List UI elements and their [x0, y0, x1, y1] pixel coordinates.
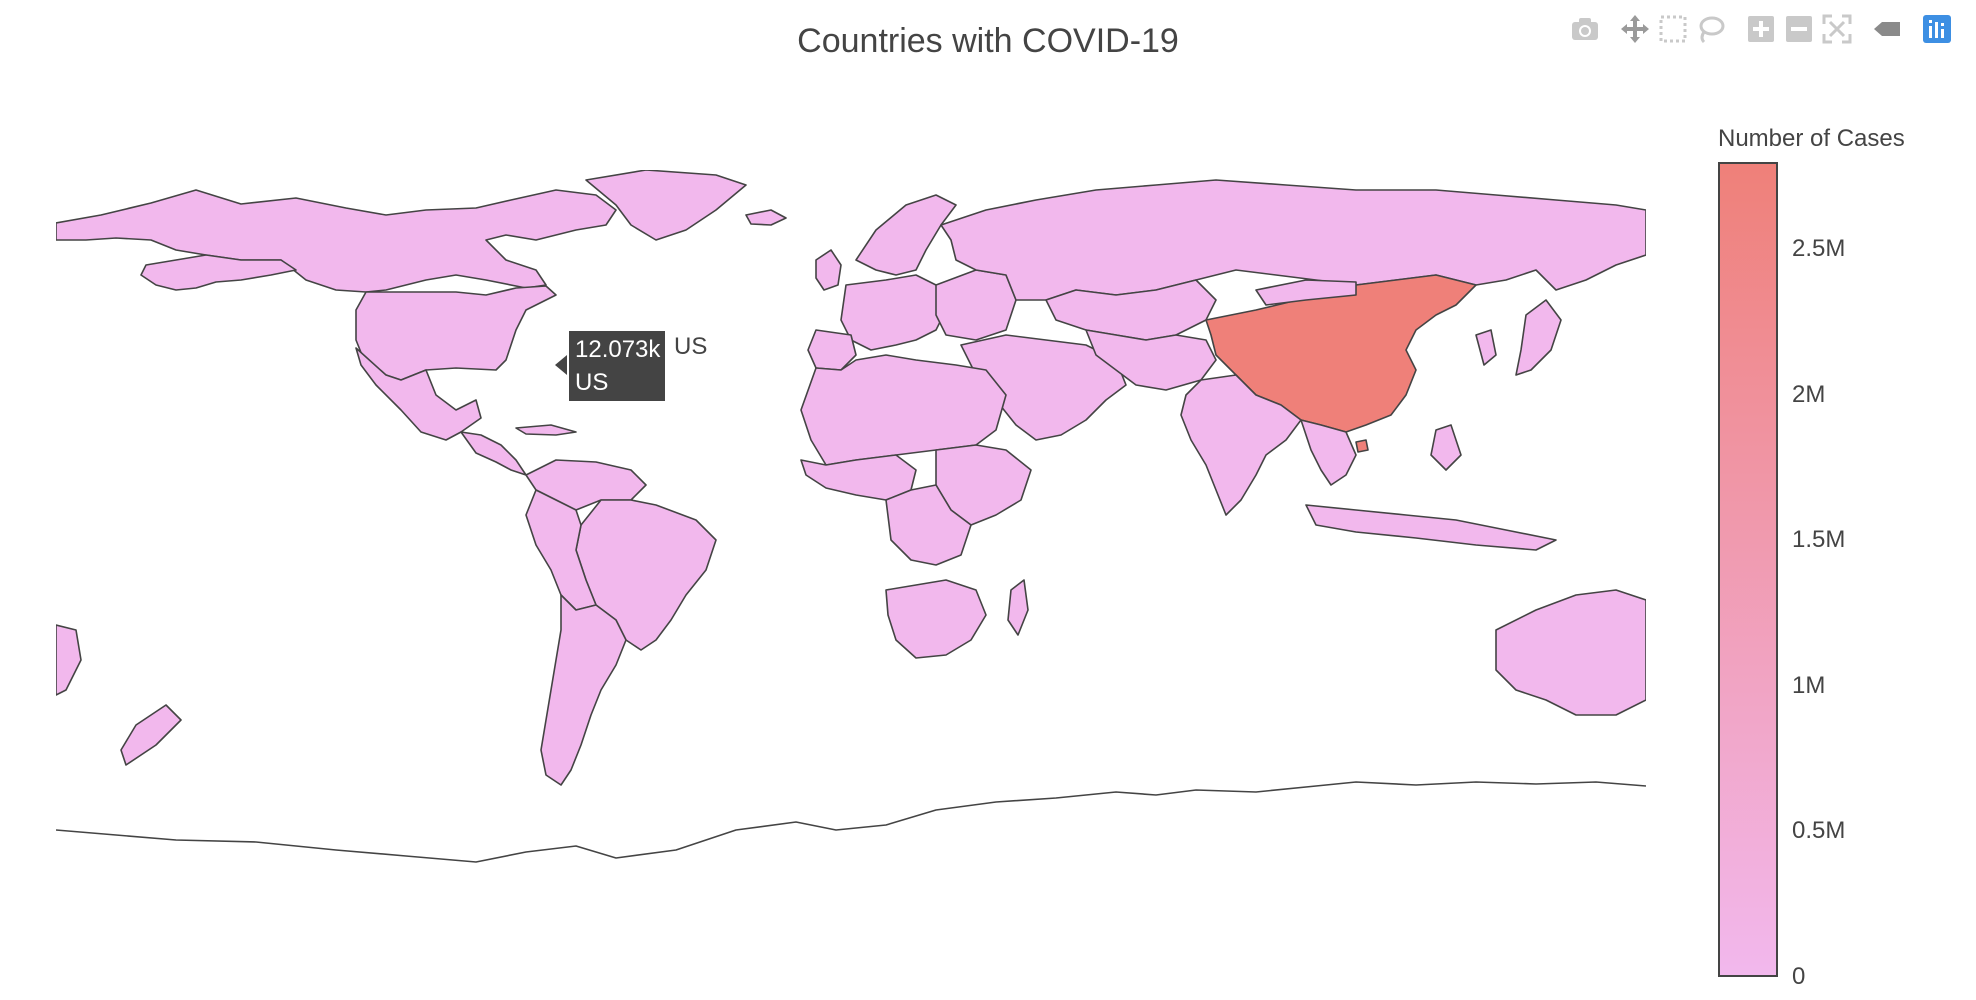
colorbar-tick-label: 0.5M	[1792, 817, 1846, 845]
country-west-africa[interactable]	[800, 454, 917, 501]
colorbar-tick-label: 1.5M	[1792, 526, 1846, 554]
country-southeast-asia[interactable]	[1300, 419, 1357, 486]
country-japan[interactable]	[1515, 299, 1562, 376]
country-australia[interactable]	[1495, 589, 1646, 716]
country-hainan[interactable]	[1355, 439, 1369, 453]
hover-value: 12.073k	[575, 336, 661, 363]
country-iran-afghanistan[interactable]	[1085, 329, 1217, 391]
zoom-in-icon[interactable]	[1744, 12, 1778, 46]
hover-label: 12.073k US	[567, 329, 667, 403]
hover-location: US	[575, 369, 609, 396]
country-cuba[interactable]	[515, 424, 577, 436]
country-argentina-chile[interactable]	[540, 594, 627, 786]
hover-closest-icon[interactable]	[1870, 12, 1904, 46]
antarctica-coastline	[56, 781, 1646, 863]
pan-icon[interactable]	[1618, 12, 1652, 46]
country-madagascar[interactable]	[1007, 579, 1029, 636]
map-svg	[56, 170, 1646, 863]
colorbar-tick-label: 2.5M	[1792, 235, 1846, 263]
hover-arrow	[555, 355, 567, 375]
country-mexico[interactable]	[355, 347, 482, 441]
country-north-africa[interactable]	[800, 354, 1007, 466]
country-canada[interactable]	[56, 189, 617, 293]
country-indonesia[interactable]	[1305, 504, 1557, 551]
country-scandinavia[interactable]	[855, 194, 957, 276]
camera-icon[interactable]	[1568, 12, 1602, 46]
country-new-zealand[interactable]	[120, 704, 182, 766]
lasso-select-icon[interactable]	[1694, 12, 1728, 46]
colorbar-tick-label: 2M	[1792, 380, 1826, 408]
colorbar-title: Number of Cases	[1718, 125, 1905, 152]
country-korea[interactable]	[1475, 329, 1497, 366]
country-eastern-europe[interactable]	[935, 269, 1017, 341]
modebar	[1568, 12, 1968, 46]
country-central-africa[interactable]	[885, 484, 972, 566]
country-fiji-west[interactable]	[56, 624, 82, 696]
box-select-icon[interactable]	[1656, 12, 1690, 46]
colorbar	[1718, 162, 1778, 977]
country-western-europe[interactable]	[840, 274, 947, 351]
zoom-out-icon[interactable]	[1782, 12, 1816, 46]
country-philippines[interactable]	[1430, 424, 1462, 471]
reset-view-icon[interactable]	[1820, 12, 1854, 46]
chart-title: Countries with COVID-19	[797, 22, 1179, 60]
plotly-logo-icon[interactable]	[1920, 12, 1954, 46]
hover-trace-name: US	[674, 333, 708, 360]
colorbar-tick-label: 1M	[1792, 671, 1826, 699]
country-southern-africa[interactable]	[885, 579, 987, 659]
colorbar-tick-label: 0	[1792, 963, 1806, 990]
country-iceland[interactable]	[745, 209, 787, 226]
world-map[interactable]	[56, 170, 1646, 950]
country-mongolia[interactable]	[1255, 279, 1357, 306]
country-greenland[interactable]	[585, 170, 747, 241]
country-central-america[interactable]	[460, 431, 527, 476]
country-india[interactable]	[1180, 374, 1302, 516]
country-alaska[interactable]	[140, 254, 297, 291]
country-uk[interactable]	[815, 249, 842, 291]
country-usa[interactable]	[355, 285, 557, 381]
